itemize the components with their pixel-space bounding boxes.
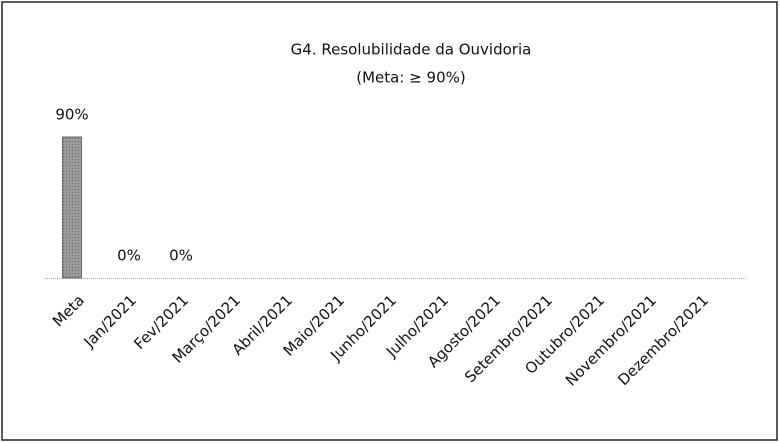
data-label: 0%: [169, 247, 193, 265]
chart-subtitle: (Meta: ≥ 90%): [356, 69, 465, 87]
bar: [62, 136, 82, 279]
chart-title: G4. Resolubilidade da Ouvidoria: [291, 41, 532, 59]
data-label: 90%: [55, 105, 88, 123]
data-label: 0%: [117, 247, 141, 265]
